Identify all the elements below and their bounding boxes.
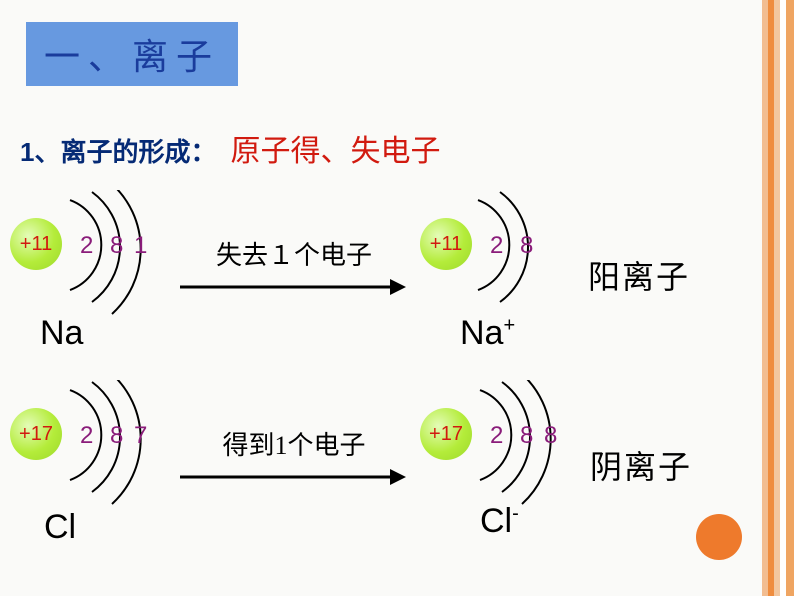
subtitle: 1 、离子的形成： 原子得、失电子 xyxy=(20,126,440,170)
nucleus-cl: +17 xyxy=(10,408,62,460)
nucleus-na-plus-text: +11 xyxy=(430,233,462,256)
clm-shell-3: 8 xyxy=(544,422,557,450)
row-chlorine: +17 2 8 7 Cl 得到1个电子 +17 2 8 8 Cl- 阴离子 xyxy=(4,380,744,550)
clm-shell-2: 8 xyxy=(520,422,533,450)
nap-shell-1: 2 xyxy=(490,232,503,260)
nucleus-na: +11 xyxy=(10,218,62,270)
na-shell-3: 1 xyxy=(134,232,147,260)
atom-cl-minus: +17 2 8 8 Cl- xyxy=(414,380,614,550)
arrow-gain-icon xyxy=(174,465,414,495)
na-shell-1: 2 xyxy=(80,232,93,260)
row-sodium: +11 2 8 1 Na 失去１个电子 +11 2 8 Na+ 阳离子 xyxy=(4,190,744,360)
section-title: 一、离子 xyxy=(26,22,238,86)
arrow-gain-text: 得到1个电子 xyxy=(174,425,414,462)
title-text: 一、离子 xyxy=(44,37,220,77)
nap-shell-2: 8 xyxy=(520,232,533,260)
label-cl: Cl xyxy=(44,508,76,547)
nucleus-cl-minus: +17 xyxy=(420,408,472,460)
clm-shell-1: 2 xyxy=(490,422,503,450)
label-nap-sup: + xyxy=(503,315,515,337)
label-cl-minus: Cl- xyxy=(480,502,519,541)
arrow-gain: 得到1个电子 xyxy=(174,425,414,505)
na-shell-2: 8 xyxy=(110,232,123,260)
cation-label: 阳离子 xyxy=(588,252,690,298)
cl-shell-2: 8 xyxy=(110,422,123,450)
nucleus-na-text: +11 xyxy=(20,233,52,256)
edge-stripes xyxy=(762,0,794,596)
stripe-5 xyxy=(786,0,794,596)
label-na-text: Na xyxy=(40,314,83,352)
atom-na-plus: +11 2 8 Na+ xyxy=(414,190,594,360)
cl-shell-1: 2 xyxy=(80,422,93,450)
arrow-lose: 失去１个电子 xyxy=(174,235,414,315)
nucleus-cl-text: +17 xyxy=(19,423,53,446)
label-cl-text: Cl xyxy=(44,508,76,546)
cl-shell-3: 7 xyxy=(134,422,147,450)
subtitle-label: 、离子的形成： xyxy=(34,132,216,169)
nucleus-na-plus: +11 xyxy=(420,218,472,270)
nucleus-clm-text: +17 xyxy=(429,423,463,446)
arrow-lose-icon xyxy=(174,275,414,305)
label-na: Na xyxy=(40,314,83,353)
subtitle-desc: 原子得、失电子 xyxy=(230,126,440,170)
label-clm-text: Cl xyxy=(480,502,512,540)
orange-dot-icon xyxy=(696,514,742,560)
arrow-lose-text: 失去１个电子 xyxy=(174,235,414,272)
label-na-plus: Na+ xyxy=(460,314,515,353)
subtitle-number: 1 xyxy=(20,137,34,168)
label-clm-sup: - xyxy=(512,503,519,525)
label-nap-text: Na xyxy=(460,314,503,352)
